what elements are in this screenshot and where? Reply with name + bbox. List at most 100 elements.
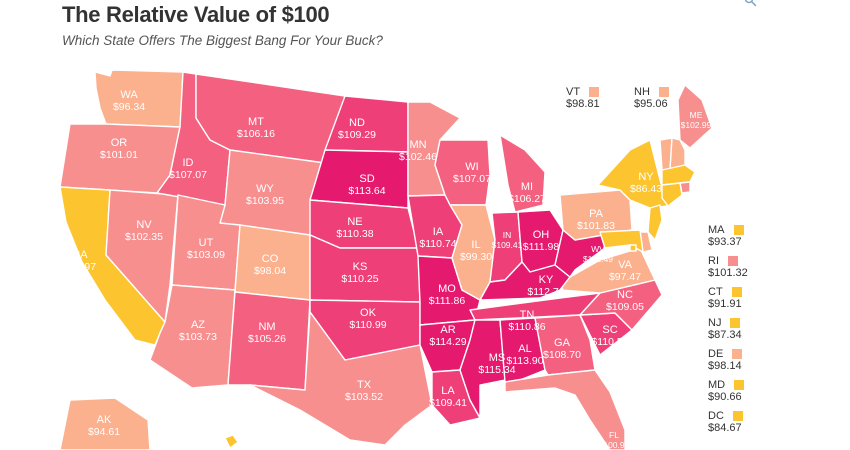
- state-abbr: AR: [440, 324, 455, 336]
- legend-swatch: [730, 318, 741, 328]
- state-label-id: ID$107.07: [169, 157, 207, 181]
- state-abbr: WI: [465, 161, 478, 173]
- legend-abbr: MD: [708, 379, 726, 391]
- state-label-fl: FL$100.91: [599, 430, 630, 450]
- legend-row: VT: [566, 86, 656, 98]
- state-fl: [504, 369, 626, 450]
- state-abbr: WV: [591, 244, 605, 254]
- state-abbr: VA: [618, 259, 633, 271]
- legend-swatch: [731, 287, 742, 297]
- state-abbr: AZ: [191, 319, 205, 331]
- state-value: $106.16: [237, 128, 275, 140]
- state-abbr: ME: [690, 110, 703, 120]
- state-ct: [661, 182, 683, 207]
- state-label-ak: AK$94.61: [88, 414, 120, 438]
- legend-swatch: [732, 411, 743, 421]
- state-abbr: CA: [72, 249, 88, 261]
- legend-value: $87.34: [708, 329, 742, 341]
- legend-item-de: DE $98.14: [708, 348, 798, 372]
- state-value: $109.29: [338, 129, 376, 141]
- state-abbr: AL: [518, 343, 531, 355]
- state-value: $112.74: [527, 286, 564, 298]
- legend-value: $90.66: [708, 391, 742, 403]
- state-label-wv: WV$112.49: [583, 244, 613, 264]
- legend-item-nh: NH $95.06: [634, 86, 724, 110]
- state-label-me: ME$102.99: [681, 110, 712, 130]
- state-abbr: MI: [521, 181, 533, 193]
- state-value: $110.74: [419, 238, 456, 250]
- state-label-ia: IA$110.74: [419, 226, 456, 250]
- legend-value: $98.14: [708, 360, 742, 372]
- legend-row: CT: [708, 286, 798, 298]
- state-value: $112.49: [583, 254, 613, 264]
- state-abbr: IN: [503, 230, 512, 240]
- state-value: $100.91: [599, 440, 630, 450]
- state-nh: [669, 137, 686, 171]
- state-me: [677, 84, 713, 149]
- state-value: $103.95: [246, 195, 284, 207]
- state-label-ms: MS$115.34: [478, 352, 515, 376]
- state-abbr: FL: [609, 430, 619, 440]
- state-abbr: KS: [353, 261, 368, 273]
- state-label-wa: WA$96.34: [113, 89, 145, 113]
- state-abbr: WA: [120, 89, 138, 101]
- state-value: $102.35: [125, 231, 163, 243]
- state-value: $86.43: [630, 183, 662, 195]
- legend-row: DC: [708, 410, 798, 422]
- state-value: $99.30: [460, 251, 492, 263]
- legend-abbr: MA: [708, 224, 725, 236]
- state-label-ne: NE$110.38: [336, 216, 373, 240]
- state-abbr: AK: [97, 414, 112, 426]
- state-wa: [94, 69, 184, 128]
- legend-row: MD: [708, 379, 798, 391]
- state-abbr: IA: [433, 226, 444, 238]
- state-value: $96.34: [113, 101, 145, 113]
- state-value: $111.86: [429, 295, 466, 307]
- state-value: $113.64: [348, 185, 385, 197]
- state-label-sc: SC$110.50: [591, 324, 628, 348]
- state-value: $110.86: [508, 321, 545, 333]
- legend-value: $93.37: [708, 236, 742, 248]
- legend-row: MA: [708, 224, 798, 236]
- legend-row: NJ: [708, 317, 798, 329]
- state-value: $110.50: [591, 336, 628, 348]
- search-icon[interactable]: [744, 0, 758, 8]
- legend-swatch: [728, 256, 738, 266]
- state-hi: [224, 434, 239, 449]
- legend-row: NH: [634, 86, 724, 98]
- legend-item-ri: RI $101.32: [708, 255, 798, 279]
- state-abbr: OK: [360, 307, 377, 319]
- state-value: $103.09: [187, 249, 225, 261]
- state-abbr: IL: [471, 239, 480, 251]
- legend-swatch: [732, 349, 743, 359]
- state-value: $111.98: [523, 241, 560, 253]
- state-value: $102.46: [399, 151, 437, 163]
- state-abbr: OR: [111, 137, 128, 149]
- state-value: $110.38: [336, 228, 373, 240]
- state-label-nm: NM$105.26: [248, 321, 286, 345]
- state-value: $109.05: [606, 301, 644, 313]
- legend-abbr: RI: [708, 255, 719, 267]
- state-abbr: MS: [489, 352, 506, 364]
- state-label-mt: MT$106.16: [237, 116, 275, 140]
- state-dc: [629, 244, 637, 252]
- legend-row: DE: [708, 348, 798, 360]
- state-label-az: AZ$103.73: [179, 319, 217, 343]
- state-value: $107.07: [453, 173, 491, 185]
- legend-abbr: NJ: [708, 317, 722, 329]
- state-value: $106.27: [508, 193, 546, 205]
- state-value: $108.70: [543, 349, 581, 361]
- legend-abbr: VT: [566, 86, 581, 98]
- state-al: [499, 317, 546, 383]
- state-label-la: LA$109.41: [429, 385, 467, 409]
- state-ak: [59, 397, 151, 450]
- state-label-mn: MN$102.46: [399, 139, 437, 163]
- page-subtitle: Which State Offers The Biggest Bang For …: [62, 33, 383, 48]
- state-label-ky: KY$112.74: [527, 274, 564, 298]
- state-abbr: KY: [539, 274, 554, 286]
- state-value: $101.01: [100, 149, 138, 161]
- state-label-ny: NY$86.43: [630, 171, 662, 195]
- state-value: $103.52: [345, 391, 383, 403]
- state-label-mi: MI$106.27: [508, 181, 546, 205]
- legend-item-ct: CT $91.91: [708, 286, 798, 310]
